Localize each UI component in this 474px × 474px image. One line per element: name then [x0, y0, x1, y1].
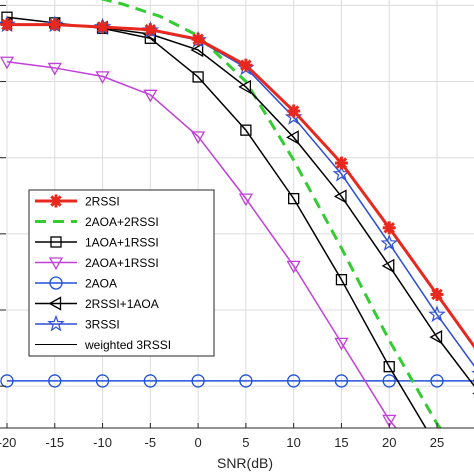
series-line [6, 61, 397, 428]
data-point [287, 104, 301, 118]
data-point [239, 58, 253, 72]
data-point [430, 287, 444, 301]
data-point [334, 337, 349, 351]
x-tick-label: 0 [194, 435, 201, 450]
data-point [421, 461, 433, 472]
legend-label: 2AOA+1RSSI [85, 256, 159, 270]
axes [0, 4, 474, 429]
legend-label: 3RSSI [85, 318, 120, 332]
data-point [428, 305, 446, 323]
data-point [49, 194, 63, 208]
data-point [380, 234, 399, 251]
data-point [381, 258, 395, 273]
legend-item: 2RSSI+1AOA [35, 296, 159, 311]
data-point [240, 124, 252, 136]
legend-label: 2RSSI+1AOA [85, 297, 159, 311]
data-point [429, 330, 443, 345]
data-point [192, 71, 204, 83]
legend-label: 2AOA [85, 277, 117, 291]
legend-item: 1AOA+1RSSI [35, 236, 159, 250]
data-point [48, 296, 62, 311]
data-point [191, 131, 206, 145]
data-point [0, 374, 14, 388]
data-point [143, 374, 157, 388]
legend-label: 2RSSI [85, 195, 120, 209]
data-point [48, 257, 64, 271]
data-point [334, 374, 349, 388]
series-2rssi [0, 18, 474, 349]
data-point [288, 192, 300, 205]
x-tick-label: 25 [430, 435, 444, 450]
data-point [0, 18, 14, 32]
data-point [334, 156, 348, 170]
data-point [143, 89, 158, 103]
x-tick-label: -15 [45, 435, 64, 450]
data-point [50, 236, 62, 248]
data-point [49, 276, 63, 290]
x-tick-label: 20 [382, 435, 396, 450]
series-2aoa-2rssi [100, 0, 442, 428]
data-point [382, 221, 396, 235]
x-axis-label: SNR(dB) [217, 455, 273, 471]
data-point [382, 374, 396, 388]
legend: 2RSSI 2AOA+2RSSI 1AOA+1RSSI 2AOA+1RSSI 2AOA 2… [28, 189, 215, 357]
data-point [143, 23, 157, 37]
data-point [382, 414, 397, 428]
data-point [430, 374, 444, 388]
x-tick-label: 15 [334, 435, 348, 450]
legend-label: 1AOA+1RSSI [85, 236, 159, 250]
data-point [191, 32, 205, 46]
legend-label: 2AOA+2RSSI [85, 215, 159, 229]
data-point [383, 361, 395, 373]
series-line [100, 0, 442, 428]
data-point [48, 18, 62, 32]
data-point [47, 314, 65, 332]
x-tick-label: -10 [93, 435, 112, 450]
legend-item: weighted 3RSSI [35, 338, 171, 352]
data-point [286, 260, 301, 274]
data-point [333, 189, 347, 204]
data-point [239, 374, 253, 388]
x-tick-label: -20 [0, 435, 16, 450]
data-point [287, 374, 301, 388]
x-tick-label: 10 [286, 435, 300, 450]
legend-item: 2AOA+2RSSI [35, 215, 159, 229]
legend-item: 2AOA [35, 276, 117, 291]
data-point [95, 71, 110, 85]
data-point [191, 374, 205, 388]
data-point [0, 56, 15, 70]
x-axis-ticks: -20 -15 -10 -5 0 5 10 15 20 25 [0, 435, 444, 450]
legend-item: 3RSSI [35, 314, 120, 332]
x-tick-label: 5 [242, 435, 249, 450]
legend-item: 2AOA+1RSSI [35, 256, 159, 271]
x-tick-label: -5 [145, 435, 157, 450]
data-point [335, 274, 348, 286]
data-point [190, 42, 204, 58]
data-point [96, 20, 110, 34]
data-point [286, 130, 299, 145]
legend-label: weighted 3RSSI [84, 338, 171, 352]
series-2aoa-1rssi [0, 56, 433, 472]
data-point [48, 374, 62, 388]
data-point [95, 374, 110, 388]
data-point [238, 79, 252, 95]
series-2aoa [0, 374, 474, 388]
legend-item: 2RSSI [35, 194, 120, 209]
data-point [47, 62, 62, 76]
data-point [238, 193, 253, 207]
